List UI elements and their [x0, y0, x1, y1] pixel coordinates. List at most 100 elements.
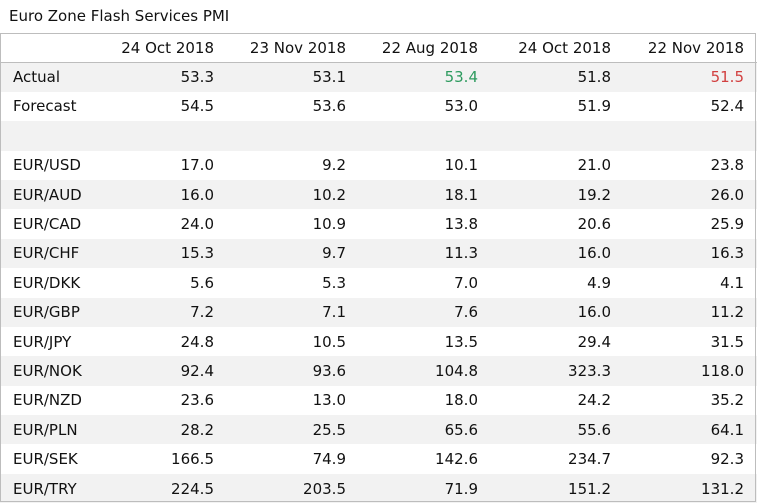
table-row: Forecast 54.5 53.6 53.0 51.9 52.4: [0, 91, 757, 122]
value-cell: [624, 121, 757, 151]
table-title: Euro Zone Flash Services PMI: [9, 7, 230, 25]
table-row: [0, 121, 757, 151]
value-cell: 51.8: [491, 62, 624, 92]
value-cell: 118.0: [624, 356, 757, 386]
value-cell: 51.9: [491, 91, 624, 122]
row-label: EUR/CAD: [0, 209, 96, 239]
table-body: Actual 53.3 53.1 53.4 51.8 51.5 Forecast 54.5 53…: [0, 62, 757, 503]
table-row: EUR/JPY 24.8 10.5 13.5 29.4 31.5: [0, 326, 757, 357]
value-cell: 52.4: [624, 91, 757, 122]
value-cell: 25.9: [624, 209, 757, 239]
table-row: Actual 53.3 53.1 53.4 51.8 51.5: [0, 62, 757, 92]
header-cell: 22 Aug 2018: [381, 38, 478, 57]
pmi-table: 24 Oct 2018 23 Nov 2018 22 Aug 2018 24 O…: [0, 33, 757, 503]
value-cell: 53.1: [227, 62, 359, 92]
value-cell: 7.0: [359, 268, 491, 298]
value-cell: 142.6: [359, 444, 491, 474]
value-cell: 18.1: [359, 179, 491, 210]
value-cell: 71.9: [359, 473, 491, 503]
value-cell: 74.9: [227, 444, 359, 474]
value-cell: 15.3: [96, 238, 227, 269]
value-cell: 16.0: [96, 179, 227, 210]
value-cell: 224.5: [96, 473, 227, 503]
value-cell: 10.5: [227, 326, 359, 357]
value-cell: 24.2: [491, 385, 624, 416]
value-cell: 28.2: [96, 415, 227, 445]
value-cell: 203.5: [227, 473, 359, 503]
value-cell: 65.6: [359, 415, 491, 445]
row-label: EUR/DKK: [0, 268, 96, 298]
value-cell: 104.8: [359, 356, 491, 386]
value-cell: 54.5: [96, 91, 227, 122]
table-row: EUR/USD 17.0 9.2 10.1 21.0 23.8: [0, 150, 757, 180]
table-row: EUR/CAD 24.0 10.9 13.8 20.6 25.9: [0, 209, 757, 239]
header-cell: 24 Oct 2018: [121, 38, 214, 57]
value-cell: 10.9: [227, 209, 359, 239]
value-cell: 21.0: [491, 150, 624, 180]
value-cell: 53.0: [359, 91, 491, 122]
value-cell: 10.2: [227, 179, 359, 210]
table-row: EUR/DKK 5.6 5.3 7.0 4.9 4.1: [0, 268, 757, 298]
value-cell: [96, 121, 227, 151]
value-cell: 92.4: [96, 356, 227, 386]
value-cell: 23.6: [96, 385, 227, 416]
value-cell: 11.3: [359, 238, 491, 269]
row-label: Forecast: [0, 91, 96, 122]
table-row: EUR/NOK 92.4 93.6 104.8 323.3 118.0: [0, 356, 757, 386]
value-cell: 25.5: [227, 415, 359, 445]
row-label: [0, 121, 96, 151]
row-label: EUR/NZD: [0, 385, 96, 416]
header-divider: [0, 62, 757, 63]
value-cell: 23.8: [624, 150, 757, 180]
value-cell: [359, 121, 491, 151]
value-cell: 16.0: [491, 297, 624, 327]
header-cell: 24 Oct 2018: [518, 38, 611, 57]
value-cell: 24.8: [96, 326, 227, 357]
value-cell: 4.1: [624, 268, 757, 298]
value-cell: 323.3: [491, 356, 624, 386]
row-label: EUR/AUD: [0, 179, 96, 210]
value-cell: 53.4: [359, 62, 491, 92]
value-cell: 9.2: [227, 150, 359, 180]
row-label: EUR/CHF: [0, 238, 96, 269]
value-cell: 7.6: [359, 297, 491, 327]
row-label: EUR/GBP: [0, 297, 96, 327]
row-label: EUR/USD: [0, 150, 96, 180]
value-cell: 29.4: [491, 326, 624, 357]
value-cell: 5.3: [227, 268, 359, 298]
value-cell: 11.2: [624, 297, 757, 327]
value-cell: 10.1: [359, 150, 491, 180]
row-label: EUR/TRY: [0, 473, 96, 503]
table-row: EUR/CHF 15.3 9.7 11.3 16.0 16.3: [0, 238, 757, 269]
value-cell: 64.1: [624, 415, 757, 445]
value-cell: 5.6: [96, 268, 227, 298]
value-cell: 234.7: [491, 444, 624, 474]
table-row: EUR/NZD 23.6 13.0 18.0 24.2 35.2: [0, 385, 757, 416]
value-cell: 4.9: [491, 268, 624, 298]
table-row: EUR/SEK 166.5 74.9 142.6 234.7 92.3: [0, 444, 757, 474]
value-cell: 17.0: [96, 150, 227, 180]
table-row: EUR/TRY 224.5 203.5 71.9 151.2 131.2: [0, 473, 757, 503]
value-cell: 20.6: [491, 209, 624, 239]
row-label: Actual: [0, 62, 96, 92]
value-cell: 26.0: [624, 179, 757, 210]
header-cell: 23 Nov 2018: [249, 38, 346, 57]
value-cell: 18.0: [359, 385, 491, 416]
value-cell: [227, 121, 359, 151]
value-cell: 19.2: [491, 179, 624, 210]
value-cell: 13.0: [227, 385, 359, 416]
value-cell: 7.2: [96, 297, 227, 327]
row-label: EUR/SEK: [0, 444, 96, 474]
value-cell: 13.8: [359, 209, 491, 239]
row-label: EUR/PLN: [0, 415, 96, 445]
value-cell: 16.3: [624, 238, 757, 269]
table-row: EUR/GBP 7.2 7.1 7.6 16.0 11.2: [0, 297, 757, 327]
header-cell-corner: [0, 33, 96, 62]
value-cell: 51.5: [624, 62, 757, 92]
value-cell: 53.3: [96, 62, 227, 92]
value-cell: 151.2: [491, 473, 624, 503]
row-label: EUR/JPY: [0, 326, 96, 357]
value-cell: 35.2: [624, 385, 757, 416]
header-row: 24 Oct 2018 23 Nov 2018 22 Aug 2018 24 O…: [0, 33, 757, 62]
